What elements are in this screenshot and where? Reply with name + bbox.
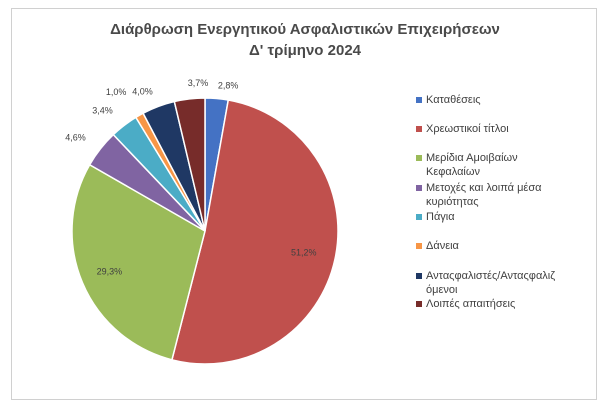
legend-label-line: κυριότητας [426, 196, 479, 208]
legend-label-line: Λοιπές απαιτήσεις [426, 298, 516, 310]
pie-slice-other-receivables [173, 97, 206, 232]
legend-swatch [416, 185, 422, 191]
data-label-other-receivables: 3,7% [188, 78, 209, 88]
legend-label-line: Πάγια [426, 211, 455, 223]
legend-label: Λοιπές απαιτήσεις [426, 297, 591, 311]
pie-slice-debt-securities [171, 99, 339, 365]
legend-label: Μερίδια Αμοιβαίων Κεφαλαίων [426, 151, 591, 179]
legend-label-line: όμενοι [426, 284, 458, 296]
pie-chart: 2,8% 51,2% 29,3% 4,6% 3,4% 1,0% 4,0% 3,7% [65, 78, 339, 365]
chart-title-line-1: Διάρθρωση Ενεργητικού Ασφαλιστικών Επιχε… [110, 21, 500, 38]
legend-label-line: Ανταςφαλιστές/Ανταςφαλιζ [426, 270, 556, 282]
legend-label-line: Καταθέσεις [426, 94, 481, 106]
legend-swatch [416, 273, 422, 279]
legend-swatch [416, 214, 422, 220]
legend-label: Χρεωστικοί τίτλοι [426, 122, 591, 136]
legend-label-line: Μερίδια Αμοιβαίων [426, 152, 518, 164]
data-label-fixed-assets: 3,4% [92, 106, 113, 116]
data-label-deposits: 2,8% [218, 80, 239, 90]
legend-label: Δάνεια [426, 239, 591, 253]
legend-label: Καταθέσεις [426, 93, 591, 107]
pie-slice-mutual-fund-units [71, 163, 206, 361]
legend-swatch [416, 126, 422, 132]
legend-label-line: Δάνεια [426, 240, 459, 252]
legend-label-line: Μετοχές και λοιπά μέσα [426, 182, 542, 194]
legend-swatch [416, 301, 422, 307]
legend-label: Ανταςφαλιστές/Ανταςφαλιζ όμενοι [426, 269, 591, 297]
legend-swatch [416, 97, 422, 103]
data-label-shares: 4,6% [65, 132, 86, 142]
chart-title-line-2: Δ' τρίμηνο 2024 [248, 42, 362, 59]
legend-label-line: Κεφαλαίων [426, 166, 480, 178]
data-label-debt-securities: 51,2% [291, 247, 317, 257]
chart-title: Διάρθρωση Ενεργητικού Ασφαλιστικών Επιχε… [12, 19, 598, 61]
data-label-reinsurers: 4,0% [132, 86, 153, 96]
legend-label: Μετοχές και λοιπά μέσα κυριότητας [426, 181, 591, 209]
chart-frame: Διάρθρωση Ενεργητικού Ασφαλιστικών Επιχε… [11, 8, 597, 400]
legend-swatch [416, 155, 422, 161]
legend-label: Πάγια [426, 210, 591, 224]
legend-label-line: Χρεωστικοί τίτλοι [426, 123, 509, 135]
data-label-loans: 1,0% [106, 87, 127, 97]
data-label-mutual-fund-units: 29,3% [97, 266, 123, 276]
legend-swatch [416, 243, 422, 249]
